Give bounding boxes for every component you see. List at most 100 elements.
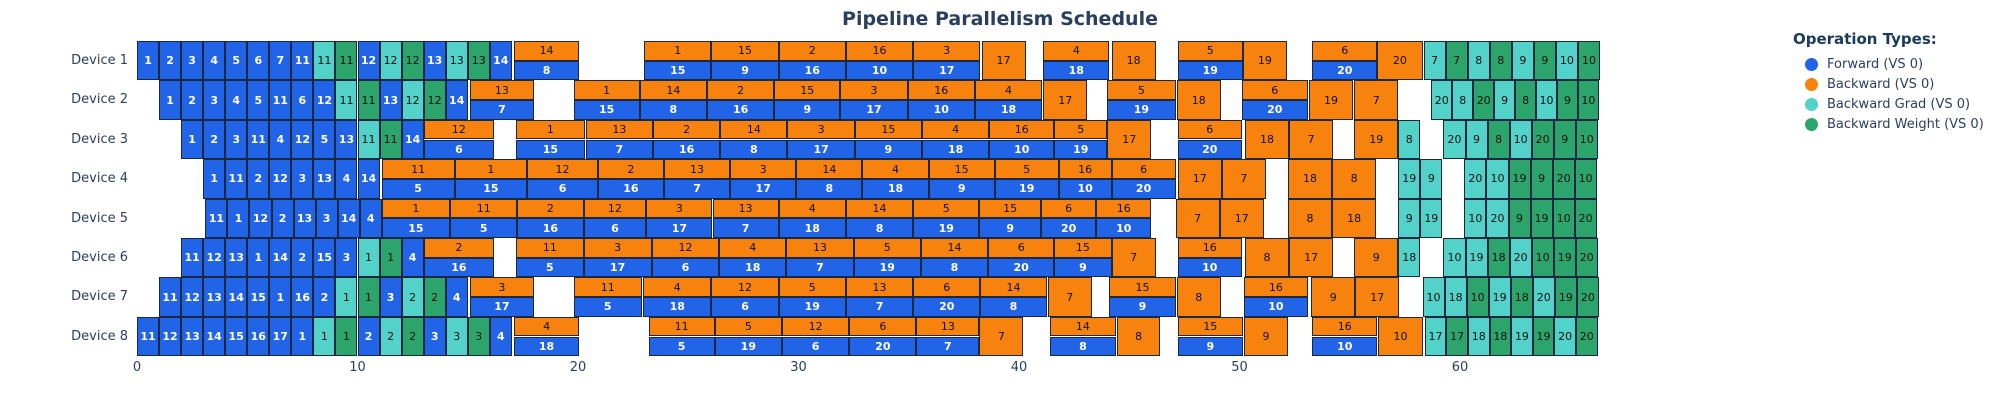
schedule-block-b-mb9: 9 [1311,277,1356,317]
schedule-block-f-mb20: 20 [988,257,1055,278]
schedule-block-b-mb5: 5 [714,316,782,337]
schedule-block-f-mb19: 19 [1177,60,1243,81]
schedule-block-f-mb1: 1 [203,159,226,199]
schedule-block-bw-mb19: 19 [1532,316,1555,357]
schedule-block-b-mb13: 13 [712,198,779,219]
schedule-block-f-mb18: 18 [921,139,990,160]
schedule-block-b-mb17: 17 [981,41,1026,81]
schedule-block-f-mb2: 2 [357,316,380,357]
schedule-block-b-mb12: 12 [583,198,647,219]
schedule-block-f-mb3: 3 [225,119,248,160]
schedule-block-f-mb20: 20 [1241,100,1308,120]
schedule-block-f-mb14: 14 [269,238,292,278]
schedule-block-b-mb16: 16 [1243,277,1308,298]
schedule-block-f-mb14: 14 [445,80,468,120]
schedule-block-f-mb3: 3 [315,198,338,238]
device-label-6: Device 6 [71,250,128,265]
schedule-block-f-mb4: 4 [401,238,424,278]
schedule-block-f-mb13: 13 [225,238,248,278]
schedule-block-b-mb17: 17 [1177,159,1222,199]
schedule-block-b-mb18: 18 [1111,41,1156,81]
schedule-block-bw-mb20: 20 [1473,80,1495,120]
schedule-block-f-mb16: 16 [423,257,495,278]
legend-title: Operation Types: [1793,30,1937,48]
schedule-block-bw-mb10: 10 [1577,41,1600,81]
schedule-block-f-mb15: 15 [454,178,528,199]
schedule-block-f-mb2: 2 [313,277,336,317]
schedule-block-bw-mb10: 10 [1574,159,1597,199]
schedule-block-f-mb5: 5 [381,178,455,199]
schedule-block-f-mb10: 10 [1243,297,1308,317]
schedule-block-b-mb15: 15 [1177,316,1243,337]
schedule-block-b-mb19: 19 [1242,41,1287,81]
schedule-block-bg-mb11: 11 [313,41,336,81]
schedule-block-bw-mb19: 19 [1554,277,1577,317]
schedule-block-f-mb1: 1 [269,277,292,317]
x-tick-0: 0 [132,360,142,375]
legend-item-f: Forward (VS 0) [1793,54,1993,74]
schedule-block-b-mb17: 17 [1289,238,1334,278]
schedule-block-b-mb17: 17 [1355,277,1400,317]
schedule-block-f-mb5: 5 [225,41,248,81]
schedule-block-b-mb14: 14 [720,119,788,140]
device-label-4: Device 4 [71,171,128,187]
schedule-block-f-mb16: 16 [517,218,584,238]
schedule-block-bg-mb19: 19 [1398,159,1421,199]
schedule-block-bw-mb9: 9 [1533,41,1556,81]
schedule-block-f-mb10: 10 [989,139,1055,160]
schedule-block-bg-mb20: 20 [1431,80,1453,120]
schedule-block-f-mb15: 15 [247,277,270,317]
schedule-block-f-mb6: 6 [291,80,314,120]
schedule-block-b-mb6: 6 [849,316,917,337]
schedule-block-f-mb9: 9 [928,178,995,199]
schedule-block-b-mb5: 5 [913,198,980,219]
schedule-block-b-mb16: 16 [1058,159,1112,179]
schedule-block-f-mb4: 4 [269,119,292,160]
schedule-block-f-mb11: 11 [247,119,270,160]
schedule-block-b-mb17: 17 [1043,80,1088,120]
schedule-block-f-mb20: 20 [1041,218,1097,238]
schedule-block-f-mb8: 8 [514,60,580,81]
schedule-block-f-mb5: 5 [450,218,518,238]
schedule-block-bw-mb10: 10 [1466,277,1489,317]
schedule-block-f-mb8: 8 [845,218,914,238]
schedule-block-f-mb12: 12 [181,277,204,317]
schedule-block-bg-mb18: 18 [1398,238,1421,278]
schedule-block-b-mb13: 13 [916,316,980,337]
schedule-block-f-mb4: 4 [359,198,382,238]
schedule-block-f-mb3: 3 [335,238,358,278]
schedule-block-bw-mb1: 1 [379,238,402,278]
schedule-block-b-mb4: 4 [974,80,1043,101]
schedule-block-f-mb15: 15 [313,238,336,278]
schedule-block-bg-mb9: 9 [1494,80,1516,120]
schedule-block-f-mb6: 6 [247,41,270,81]
device-label-3: Device 3 [71,131,128,147]
schedule-block-f-mb3: 3 [423,316,446,357]
schedule-block-bw-mb12: 12 [401,41,424,81]
schedule-block-f-mb7: 7 [469,100,534,120]
schedule-block-b-mb13: 13 [786,238,854,258]
schedule-block-f-mb7: 7 [585,139,653,160]
schedule-block-bg-mb10: 10 [1443,238,1466,278]
schedule-block-f-mb20: 20 [1177,139,1242,160]
schedule-block-f-mb16: 16 [778,60,846,81]
schedule-block-f-mb17: 17 [469,297,534,317]
schedule-block-b-mb17: 17 [1107,119,1152,160]
schedule-block-f-mb9: 9 [854,139,922,160]
schedule-block-b-mb8: 8 [1245,238,1290,278]
legend-item-b: Backward (VS 0) [1793,74,1993,94]
schedule-block-b-mb11: 11 [450,198,518,219]
schedule-block-b-mb12: 12 [781,316,850,337]
schedule-block-f-mb17: 17 [730,178,797,199]
schedule-block-b-mb3: 3 [840,80,908,101]
schedule-block-b-mb8: 8 [1288,198,1333,238]
schedule-block-bw-mb10: 10 [1575,119,1598,160]
schedule-block-b-mb6: 6 [1041,198,1097,219]
schedule-block-b-mb11: 11 [573,277,642,298]
schedule-block-bg-mb1: 1 [335,277,358,317]
legend-item-label: Backward Weight (VS 0) [1827,116,1984,132]
schedule-block-b-mb2: 2 [652,119,721,140]
schedule-block-f-mb7: 7 [712,218,779,238]
schedule-block-f-mb2: 2 [181,80,204,120]
